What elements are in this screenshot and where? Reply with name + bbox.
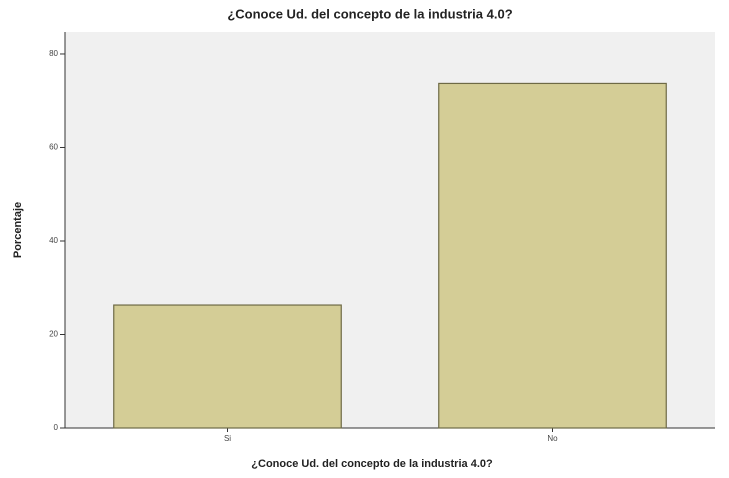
bar	[113, 304, 342, 429]
x-axis-label: ¿Conoce Ud. del concepto de la industria…	[251, 458, 493, 470]
x-tick-label: Si	[224, 434, 231, 443]
y-tick-label: 40	[49, 236, 58, 245]
y-axis-label: Porcentaje	[12, 202, 24, 258]
y-tick-label: 20	[49, 330, 58, 339]
y-tick-label: 80	[49, 49, 58, 58]
bar	[438, 82, 667, 429]
x-tick-label: No	[547, 434, 558, 443]
chart-title: ¿Conoce Ud. del concepto de la industria…	[227, 6, 512, 21]
y-tick-label: 0	[54, 423, 59, 432]
y-tick-label: 60	[49, 143, 58, 152]
